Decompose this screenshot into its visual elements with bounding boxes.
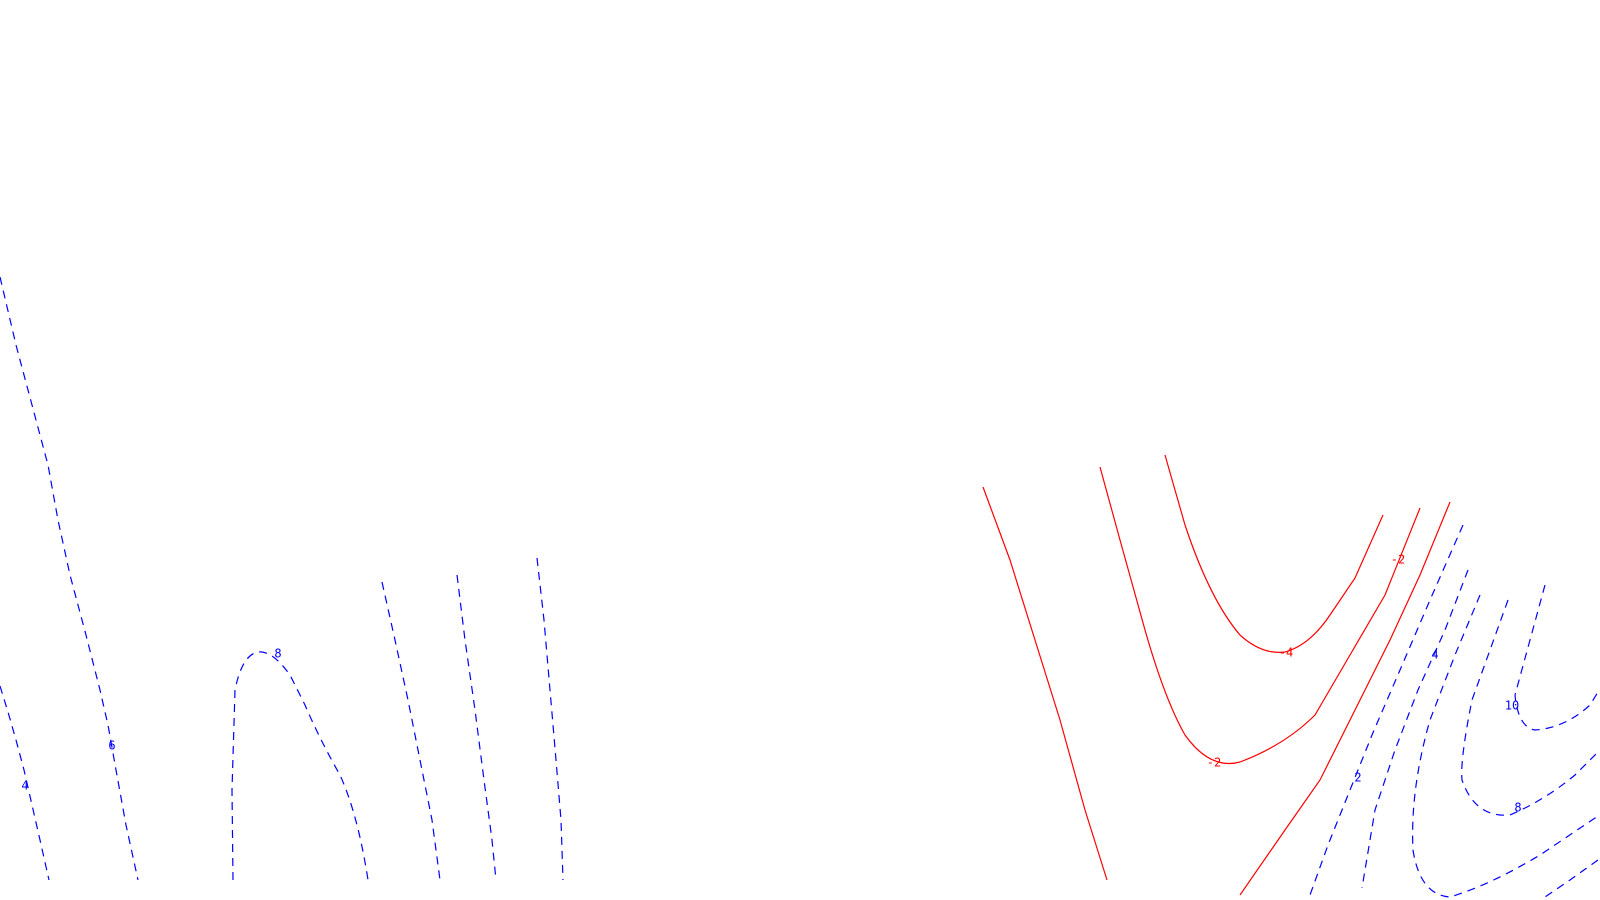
contour-label-2: 2 xyxy=(1354,771,1361,785)
contour-line-6 xyxy=(0,276,139,881)
contour-line-neg-inner-right xyxy=(1239,501,1451,896)
right-blue-group: 2 4 8 10 xyxy=(1309,524,1599,898)
contour-line-8 xyxy=(231,651,369,881)
contour-line-neg-2-a xyxy=(1099,466,1421,765)
contour-line-neg-4 xyxy=(1164,454,1384,653)
contour-label-4-right: 4 xyxy=(1431,648,1438,662)
contour-line-10 xyxy=(1514,584,1599,731)
contour-line-left-b xyxy=(456,574,497,881)
contour-line-6-right xyxy=(1412,594,1599,898)
contour-line-8-right xyxy=(1461,599,1599,816)
contour-line-neg-outer xyxy=(982,486,1108,881)
contour-label-neg2-b: -2 xyxy=(1391,553,1405,567)
contour-line-edge-right xyxy=(1544,859,1599,898)
contour-line-left-a xyxy=(381,581,441,881)
contour-label-10: 10 xyxy=(1505,699,1519,713)
contour-label-6: 6 xyxy=(108,739,115,753)
left-contour-group: 4 6 8 xyxy=(0,276,564,881)
contour-label-neg2-a: -2 xyxy=(1207,756,1221,770)
contour-line-4-right xyxy=(1361,569,1469,889)
contour-label-8-right: 8 xyxy=(1514,801,1521,815)
contour-label-neg4: -4 xyxy=(1279,646,1293,660)
right-red-group: -2 -4 -2 xyxy=(982,454,1451,896)
contour-line-2 xyxy=(1309,524,1464,896)
contour-label-4: 4 xyxy=(21,779,28,793)
contour-line-left-c xyxy=(536,557,564,881)
contour-line-4 xyxy=(0,685,50,881)
contour-label-8-left: 8 xyxy=(274,647,281,661)
